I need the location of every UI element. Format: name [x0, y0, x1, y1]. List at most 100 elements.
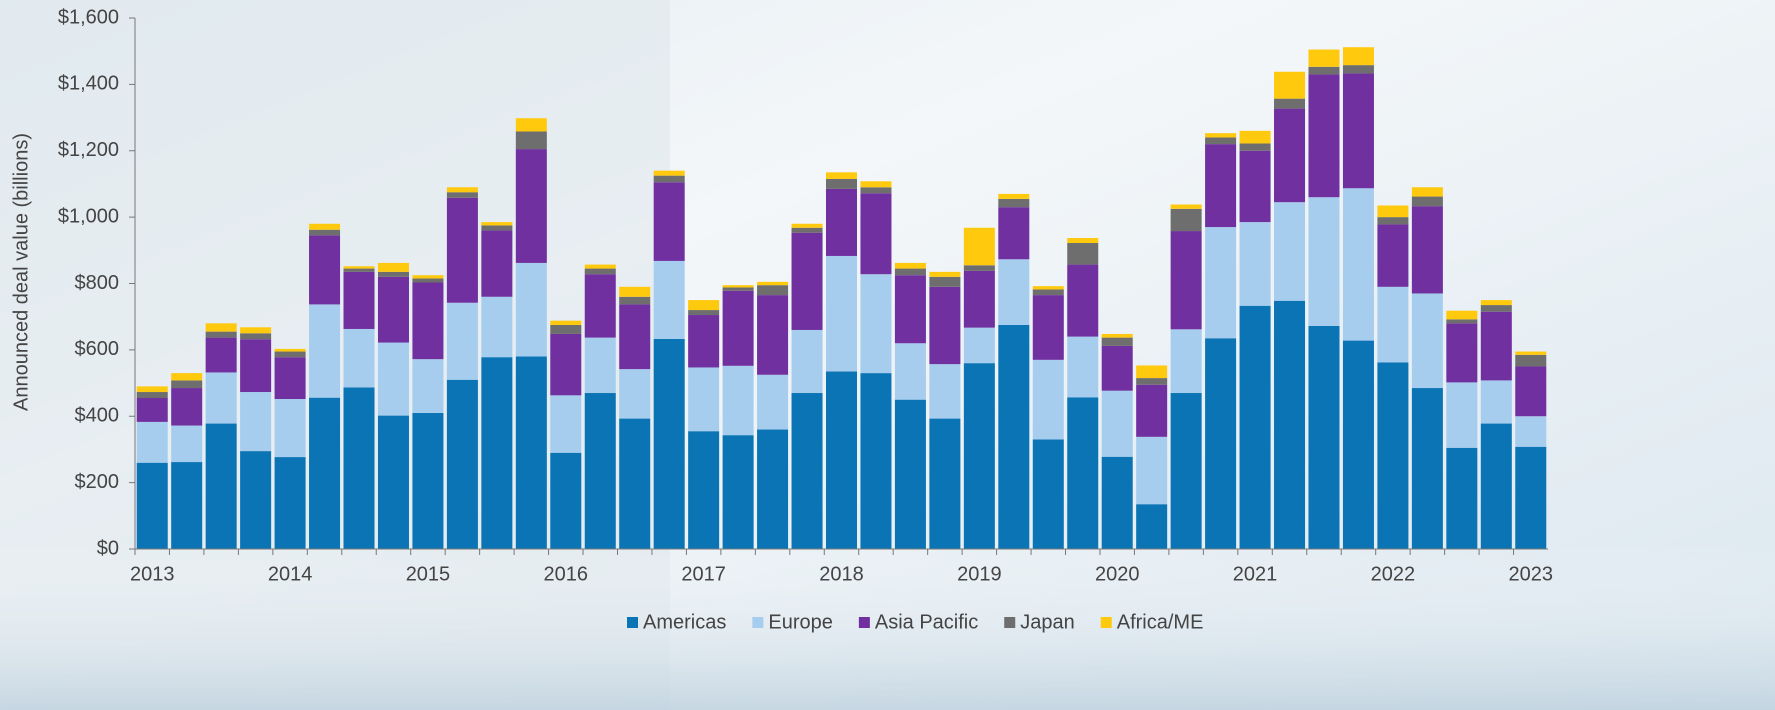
bar-segment [1205, 144, 1236, 227]
bar-segment [929, 272, 960, 277]
bar-segment [1136, 437, 1167, 504]
bar-segment [723, 366, 754, 435]
x-tick-label: 2020 [1095, 563, 1140, 585]
bar-segment [1274, 301, 1305, 549]
bar-segment [412, 275, 443, 278]
legend-label: Europe [768, 611, 833, 633]
bar-segment [964, 228, 995, 266]
bar-segment [1515, 355, 1546, 367]
x-tick-label: 2015 [406, 563, 451, 585]
bar-segment [206, 323, 237, 331]
bar-segment [792, 228, 823, 233]
bar-segment [964, 271, 995, 328]
bar-segment [654, 339, 685, 549]
bar-segment [344, 269, 375, 272]
bar-segment [481, 222, 512, 225]
bar-segment [792, 224, 823, 228]
bar-segment [481, 357, 512, 549]
bar-segment [447, 380, 478, 549]
bar-segment [585, 393, 616, 549]
bar-segment [309, 224, 340, 230]
bar-segment [585, 338, 616, 393]
bar-segment [688, 315, 719, 367]
bar-segment [1343, 73, 1374, 188]
y-tick-label: $600 [75, 338, 120, 360]
bar-segment [275, 349, 306, 352]
bar-segment [1033, 439, 1064, 549]
bar-segment [171, 380, 202, 388]
bar-segment [1481, 380, 1512, 423]
bar-segment [1515, 416, 1546, 447]
bar-segment [1171, 209, 1202, 231]
y-tick-label: $400 [75, 405, 120, 427]
x-tick-label: 2018 [819, 563, 864, 585]
y-tick-label: $1,400 [58, 73, 119, 95]
bar-segment [1240, 222, 1271, 306]
bar-segment [171, 373, 202, 380]
bar-segment [688, 310, 719, 315]
bar-segment [723, 291, 754, 366]
bar-segment [654, 171, 685, 176]
legend-label: Africa/ME [1117, 611, 1204, 633]
bar-segment [826, 172, 857, 179]
bar-segment [1136, 385, 1167, 437]
y-tick-label: $1,000 [58, 205, 119, 227]
bar-segment [1205, 338, 1236, 549]
bar-segment [1343, 188, 1374, 340]
bar-segment [1343, 65, 1374, 73]
bar-segment [1308, 197, 1339, 326]
bar-segment [585, 265, 616, 269]
bar-segment [240, 339, 271, 392]
y-axis-label: Announced deal value (billions) [10, 133, 32, 411]
bar-segment [1205, 133, 1236, 137]
bar-segment [929, 419, 960, 549]
x-tick-label: 2021 [1233, 563, 1278, 585]
bar-segment [964, 363, 995, 549]
bar-segment [1377, 224, 1408, 286]
bar-segment [826, 371, 857, 549]
bar-segment [792, 233, 823, 330]
bar-segment [1067, 265, 1098, 337]
bar-segment [585, 274, 616, 337]
bar-segment [137, 398, 168, 422]
bar-segment [826, 179, 857, 189]
bar-segment [1240, 143, 1271, 150]
y-tick-label: $1,600 [58, 6, 119, 28]
bar-segment [860, 373, 891, 549]
bar-segment [447, 187, 478, 192]
bar-segment [1377, 206, 1408, 218]
bar-segment [723, 287, 754, 290]
bar-segment [481, 297, 512, 357]
bar-segment [1205, 137, 1236, 144]
bar-segment [1205, 227, 1236, 338]
bar-segment [1171, 393, 1202, 549]
chart: Announced deal value (billions) $0$200$4… [0, 0, 1775, 710]
bar-segment [1102, 457, 1133, 549]
bar-segment [1515, 352, 1546, 355]
legend-swatch [859, 617, 870, 628]
bar-segment [378, 272, 409, 277]
bar-segment [998, 194, 1029, 199]
bar-segment [1481, 300, 1512, 305]
bar-segment [757, 430, 788, 549]
bar-segment [1308, 50, 1339, 67]
bar-segment [171, 388, 202, 426]
bar-segment [1171, 329, 1202, 393]
bar-segment [550, 395, 581, 452]
bar-segment [550, 321, 581, 325]
bar-segment [240, 333, 271, 339]
bar-segment [654, 176, 685, 183]
bar-segment [1308, 67, 1339, 75]
x-tick-label: 2014 [268, 563, 313, 585]
bar-segment [412, 283, 443, 360]
bar-segment [1446, 382, 1477, 447]
bar-segment [206, 332, 237, 338]
bar-segment [550, 453, 581, 549]
bar-segment [1240, 151, 1271, 222]
bar-segment [1481, 312, 1512, 381]
bar-segment [1102, 334, 1133, 338]
bar-segment [481, 230, 512, 296]
bar-segment [860, 193, 891, 274]
bar-segment [550, 325, 581, 334]
bar-segment [206, 424, 237, 549]
